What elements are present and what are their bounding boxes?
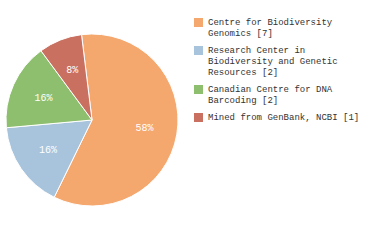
data-labels: 58% 16% 16% 8% [34, 65, 153, 156]
data-label: 16% [39, 145, 57, 156]
legend-item: Research Center inBiodiversity and Genet… [194, 46, 338, 78]
data-label: 16% [34, 93, 52, 104]
legend-label: Mined from GenBank, NCBI [1] [208, 113, 359, 123]
legend-label: Centre for BiodiversityGenomics [7] [208, 18, 333, 39]
legend-swatch [194, 113, 203, 122]
data-label: 8% [66, 65, 78, 76]
legend-item: Canadian Centre for DNABarcoding [2] [194, 85, 333, 106]
legend-item: Mined from GenBank, NCBI [1] [194, 113, 359, 123]
pie-slice [41, 35, 92, 120]
legend-swatch [194, 18, 203, 27]
chart: 58% 16% 16% 8% Centre for BiodiversityGenomi… [0, 0, 380, 240]
legend-label: Canadian Centre for DNABarcoding [2] [208, 85, 333, 106]
legend-label: Research Center inBiodiversity and Genet… [208, 46, 338, 78]
pie-slice [6, 120, 92, 197]
data-label: 58% [136, 123, 154, 134]
pie [6, 34, 178, 206]
legend-swatch [194, 85, 203, 94]
legend-swatch [194, 46, 203, 55]
legend-item: Centre for BiodiversityGenomics [7] [194, 18, 333, 39]
legend: Centre for BiodiversityGenomics [7] Resea… [194, 18, 359, 123]
